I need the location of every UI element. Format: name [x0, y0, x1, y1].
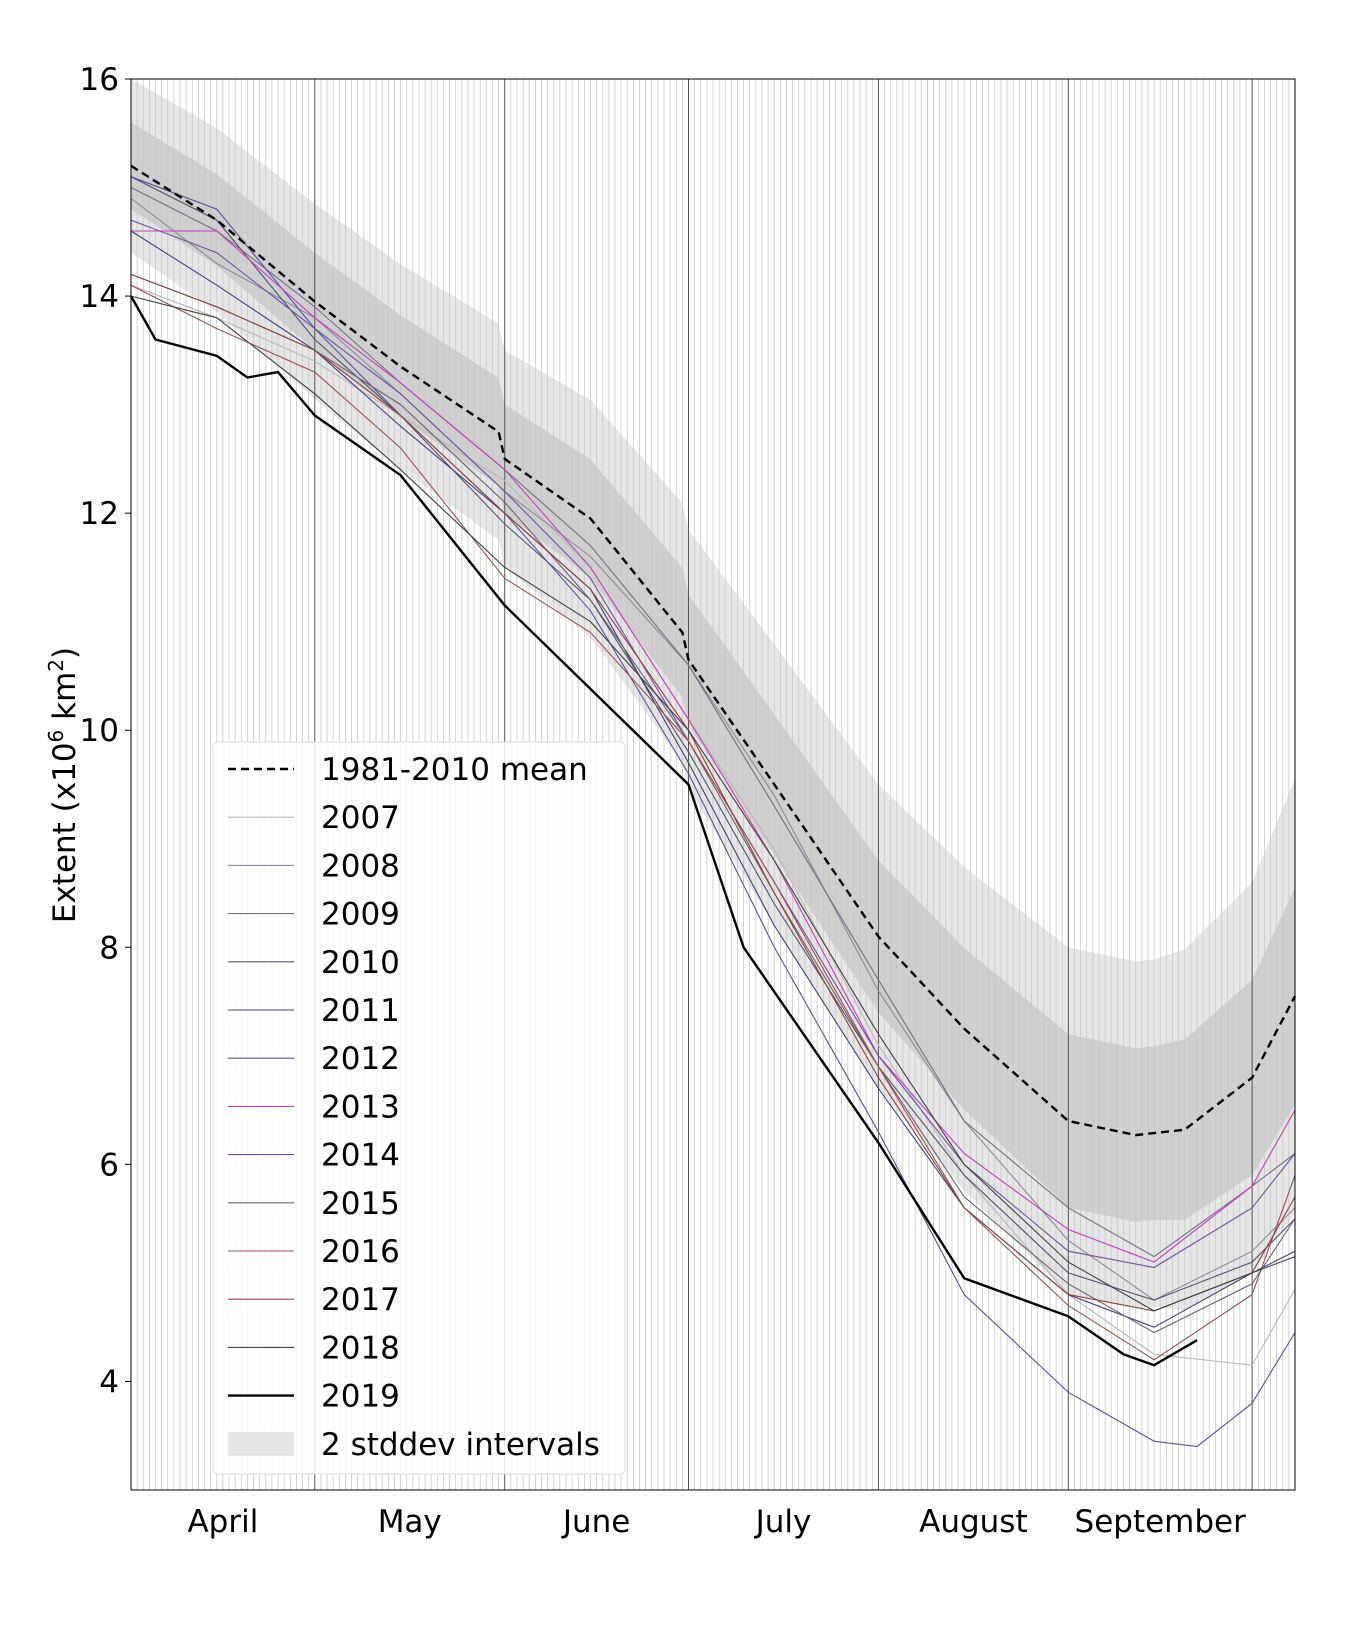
series-line-2007: [130, 284, 1296, 1366]
legend-label: 1981-2010 mean: [321, 752, 588, 788]
series-line-2013: [131, 230, 1296, 1263]
x-tick-label: June: [561, 1504, 631, 1540]
y-tick-label: 6: [99, 1147, 119, 1183]
legend-label: 2019: [321, 1379, 400, 1415]
series-line-2012: [130, 176, 1296, 1448]
legend-label: 2018: [321, 1330, 400, 1366]
legend-label: 2007: [321, 800, 400, 836]
x-tick-label: August: [919, 1504, 1028, 1540]
y-tick-label: 12: [80, 496, 119, 532]
legend-label: 2017: [321, 1282, 400, 1318]
legend: 1981-2010 mean 2007 2008 2009 2010 2011 2012 20…: [212, 741, 626, 1475]
y-tick-label: 4: [99, 1364, 119, 1400]
legend-label: 2011: [321, 993, 400, 1029]
legend-label: 2008: [321, 848, 400, 884]
series-line-2018: [130, 295, 1296, 1312]
x-axis-ticks: April May June July August September: [187, 1504, 1246, 1540]
series-line-2011: [130, 230, 1296, 1328]
series-line-2008: [130, 197, 1296, 1301]
y-tick-label: 8: [99, 930, 119, 966]
y-axis-ticks: 4 6 8 10 12 14 16: [80, 62, 131, 1400]
y-tick-label: 14: [80, 279, 119, 315]
legend-label: 2016: [321, 1234, 400, 1270]
series-line-2015: [130, 273, 1296, 1334]
legend-label: 2012: [321, 1041, 400, 1077]
legend-label: 2014: [321, 1138, 400, 1174]
series-lines: [129, 164, 1297, 1448]
legend-label: 2015: [321, 1186, 400, 1222]
plot-frame: [130, 78, 1296, 1491]
x-tick-label: April: [187, 1504, 258, 1540]
legend-label: 2009: [321, 897, 400, 933]
series-line-2017: [130, 273, 1296, 1312]
legend-box: [212, 741, 626, 1475]
legend-label: 2013: [321, 1089, 400, 1125]
y-tick-label: 16: [80, 62, 119, 98]
series-line-2010: [130, 176, 1296, 1301]
x-tick-label: May: [378, 1504, 442, 1540]
legend-label: 2 stddev intervals: [321, 1427, 600, 1463]
mean-line: [130, 164, 1297, 1137]
x-tick-label: September: [1075, 1504, 1247, 1540]
legend-swatch-band: [228, 1431, 294, 1456]
series-line-2009: [130, 187, 1296, 1258]
legend-label: 2010: [321, 945, 400, 981]
x-tick-label: July: [754, 1504, 812, 1540]
y-tick-label: 10: [80, 713, 119, 749]
y-axis-label: Extent (x106 km2): [44, 647, 83, 923]
series-line-2019: [129, 295, 1198, 1367]
